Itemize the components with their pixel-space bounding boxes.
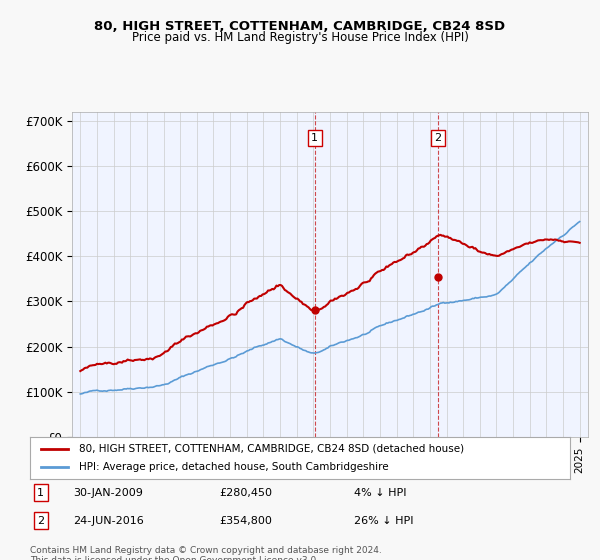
- Text: 1: 1: [311, 133, 318, 143]
- Text: 80, HIGH STREET, COTTENHAM, CAMBRIDGE, CB24 8SD (detached house): 80, HIGH STREET, COTTENHAM, CAMBRIDGE, C…: [79, 444, 464, 454]
- Text: 80, HIGH STREET, COTTENHAM, CAMBRIDGE, CB24 8SD: 80, HIGH STREET, COTTENHAM, CAMBRIDGE, C…: [94, 20, 506, 32]
- Text: 4% ↓ HPI: 4% ↓ HPI: [354, 488, 407, 498]
- Text: 2: 2: [37, 516, 44, 526]
- Text: £354,800: £354,800: [219, 516, 272, 526]
- Text: Price paid vs. HM Land Registry's House Price Index (HPI): Price paid vs. HM Land Registry's House …: [131, 31, 469, 44]
- Text: £280,450: £280,450: [219, 488, 272, 498]
- Text: 2: 2: [434, 133, 441, 143]
- Text: Contains HM Land Registry data © Crown copyright and database right 2024.
This d: Contains HM Land Registry data © Crown c…: [30, 546, 382, 560]
- Text: 30-JAN-2009: 30-JAN-2009: [73, 488, 143, 498]
- Text: 26% ↓ HPI: 26% ↓ HPI: [354, 516, 413, 526]
- Text: HPI: Average price, detached house, South Cambridgeshire: HPI: Average price, detached house, Sout…: [79, 462, 388, 472]
- Text: 24-JUN-2016: 24-JUN-2016: [73, 516, 144, 526]
- Text: 1: 1: [37, 488, 44, 498]
